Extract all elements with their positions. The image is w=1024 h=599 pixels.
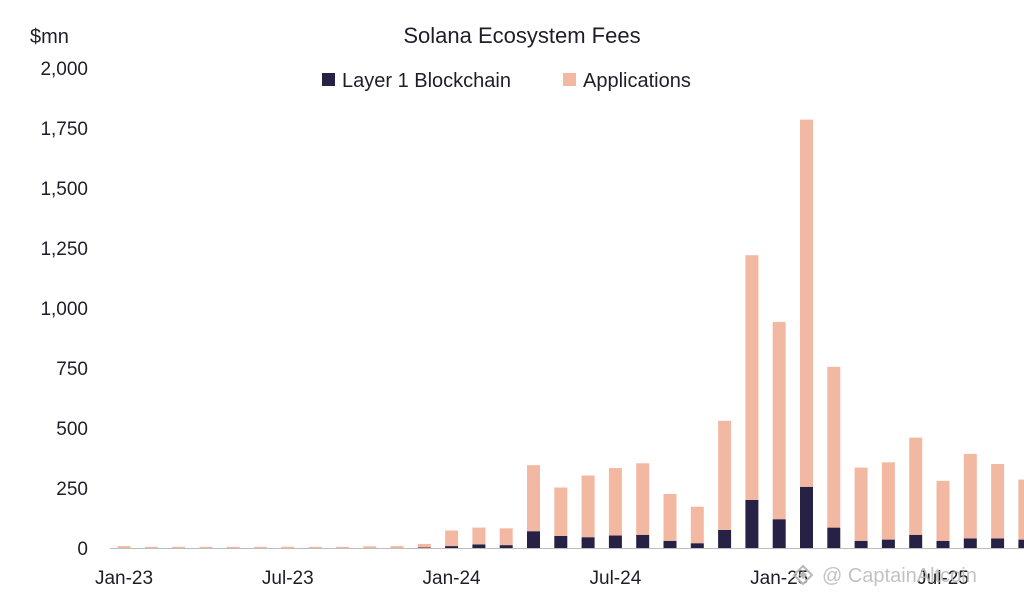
bar-applications	[854, 467, 868, 541]
bar-layer1	[772, 519, 786, 548]
bar-layer1	[909, 534, 923, 548]
bar-applications	[581, 475, 595, 538]
bar-applications	[144, 546, 158, 548]
bar-applications	[281, 546, 295, 548]
bar-layer1	[445, 546, 459, 548]
bar-layer1	[1018, 539, 1024, 548]
diamond-logo-icon	[792, 564, 814, 586]
bar-layer1	[472, 544, 486, 548]
y-tick-label: 500	[56, 419, 88, 440]
legend-label: Layer 1 Blockchain	[342, 70, 511, 92]
y-tick-label: 1,750	[40, 119, 88, 140]
bar-applications	[608, 468, 622, 536]
y-axis: 0 250 500 750 1,000 1,250 1,500 1,750 2,000	[40, 59, 88, 560]
y-tick-label: 1,250	[40, 239, 88, 260]
bar-applications	[527, 465, 540, 532]
bar-layer1	[554, 536, 568, 548]
bar-layer1	[963, 538, 977, 548]
bar-layer1	[636, 534, 650, 548]
bar-applications	[363, 546, 377, 548]
bar-layer1	[800, 486, 813, 548]
bar-layer1	[936, 540, 950, 548]
bar-applications	[308, 546, 322, 548]
bar-layer1	[608, 535, 622, 548]
x-tick-label: Jul-23	[262, 568, 314, 589]
bar-applications	[499, 528, 513, 546]
y-unit-label: $mn	[30, 26, 69, 48]
bar-applications	[445, 530, 459, 547]
legend: Layer 1 Blockchain Applications	[322, 70, 691, 92]
watermark: @ CaptainAltcoin	[792, 564, 977, 587]
bar-applications	[909, 437, 923, 535]
bar-layer1	[745, 500, 759, 548]
bars	[117, 119, 1024, 549]
bar-applications	[827, 366, 841, 528]
bar-applications	[800, 119, 813, 487]
bar-applications	[1018, 479, 1024, 540]
bar-applications	[936, 480, 950, 541]
legend-label: Applications	[583, 70, 691, 92]
bar-layer1	[718, 530, 732, 548]
bar-applications	[335, 546, 349, 548]
bar-layer1	[417, 547, 431, 549]
x-tick-label: Jan-24	[423, 568, 482, 589]
x-axis: Jan-23 Jul-23 Jan-24 Jul-24 Jan-25 Jul-25	[95, 548, 1024, 589]
y-tick-label: 750	[56, 359, 88, 380]
bar-applications	[772, 321, 786, 520]
bar-layer1	[581, 537, 595, 548]
bar-layer1	[854, 540, 868, 548]
y-tick-label: 250	[56, 479, 88, 500]
bar-applications	[745, 255, 759, 500]
y-tick-label: 2,000	[40, 59, 88, 80]
bar-applications	[390, 546, 404, 548]
bar-applications	[963, 453, 977, 539]
y-tick-label: 1,500	[40, 179, 88, 200]
x-tick-label: Jan-25	[750, 568, 808, 589]
bar-applications	[472, 527, 486, 545]
bar-applications	[690, 506, 704, 544]
bar-layer1	[881, 539, 895, 548]
y-tick-label: 1,000	[40, 299, 88, 320]
bar-applications	[254, 546, 267, 548]
y-tick-label: 0	[77, 539, 88, 560]
legend-swatch-layer1	[322, 73, 335, 86]
bar-applications	[881, 462, 895, 540]
bar-layer1	[663, 540, 677, 548]
bar-applications	[172, 546, 186, 548]
x-tick-label: Jul-24	[590, 568, 642, 589]
chart-title: Solana Ecosystem Fees	[403, 23, 640, 48]
x-tick-label: Jan-23	[95, 568, 153, 589]
x-tick-label: Jul-25	[917, 568, 969, 589]
bar-applications	[117, 546, 131, 548]
bar-layer1	[690, 543, 704, 548]
bar-applications	[226, 546, 240, 548]
bar-layer1	[991, 538, 1005, 548]
bar-applications	[718, 420, 732, 530]
bar-applications	[636, 463, 650, 535]
bar-layer1	[527, 531, 540, 548]
legend-swatch-applications	[563, 73, 576, 86]
bar-applications	[991, 464, 1005, 539]
bar-applications	[554, 487, 568, 536]
watermark-text: @ CaptainAltcoin	[822, 565, 977, 587]
bar-applications	[199, 546, 213, 548]
bar-applications	[417, 543, 431, 548]
bar-applications	[663, 494, 677, 541]
bar-layer1	[499, 545, 513, 548]
bar-layer1	[827, 527, 841, 548]
